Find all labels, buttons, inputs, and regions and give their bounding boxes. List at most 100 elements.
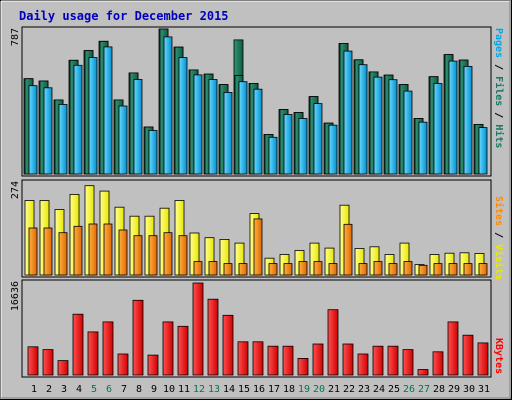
kbytes-bar (357, 353, 369, 376)
sites-bar (103, 223, 113, 276)
day-label: 19 (298, 384, 310, 395)
kbytes-bar (312, 343, 324, 376)
day-label: 15 (238, 384, 250, 395)
pages-bar (433, 83, 443, 175)
pages-bar (148, 130, 158, 175)
pages-bar (103, 46, 113, 175)
kbytes-bar (252, 341, 264, 376)
sites-bar (373, 261, 383, 276)
kbytes-bar (447, 321, 459, 376)
pages-bar (43, 87, 53, 175)
kbytes-bar (282, 345, 294, 376)
sites-bar (313, 261, 323, 276)
legend-visits: Visits (493, 244, 505, 280)
pages-bar (478, 127, 488, 175)
sites-bar (388, 263, 398, 276)
pages-bar (448, 60, 458, 175)
sites-bar (298, 261, 308, 276)
sites-bar (208, 261, 218, 276)
sites-bar (223, 263, 233, 276)
pages-bar (418, 121, 428, 175)
sites-bar (283, 263, 293, 276)
sites-bar (433, 263, 443, 276)
kbytes-bar (87, 331, 99, 376)
pages-bar (223, 92, 233, 175)
pages-bar (358, 64, 368, 175)
day-label: 23 (358, 384, 370, 395)
sites-bar (418, 264, 428, 276)
kbytes-bar (342, 343, 354, 376)
kbytes-bar (432, 351, 444, 376)
visits-max-label: 274 (10, 181, 21, 199)
legend-sites: Sites (493, 196, 505, 226)
pages-bar (178, 57, 188, 175)
kbytes-max-label: 16636 (10, 281, 21, 311)
day-label: 24 (373, 384, 385, 395)
sites-bar (343, 223, 353, 276)
pages-bar (58, 104, 68, 175)
pages-bar (283, 114, 293, 175)
day-label: 16 (253, 384, 265, 395)
kbytes-bar (42, 349, 54, 376)
day-label: 22 (343, 384, 355, 395)
pages-bar (133, 79, 143, 175)
kbytes-bar (147, 354, 159, 376)
kbytes-bar (477, 342, 489, 376)
kbytes-bar (327, 309, 339, 376)
legend-visits-panel: Sites / Visits (493, 196, 505, 280)
day-label: 2 (46, 384, 52, 395)
pages-bar (388, 79, 398, 175)
sites-bar (43, 227, 53, 276)
sites-bar (148, 235, 158, 276)
day-label: 9 (151, 384, 157, 395)
kbytes-bar (207, 298, 219, 376)
sites-bar (178, 235, 188, 276)
day-label: 13 (208, 384, 220, 395)
day-label: 20 (313, 384, 325, 395)
sites-bar (163, 232, 173, 276)
pages-bar (298, 118, 308, 175)
kbytes-bar (402, 349, 414, 376)
kbytes-bar (102, 321, 114, 376)
sites-bar (268, 263, 278, 276)
day-label: 10 (163, 384, 175, 395)
day-label: 4 (76, 384, 82, 395)
legend-separator: / (493, 58, 504, 76)
sites-bar (463, 263, 473, 276)
sites-bar (448, 263, 458, 276)
day-label: 1 (31, 384, 37, 395)
pages-bar (373, 76, 383, 175)
sites-bar (58, 232, 68, 276)
day-label: 26 (403, 384, 415, 395)
pages-bar (118, 105, 128, 175)
pages-bar (343, 50, 353, 175)
kbytes-bar (297, 357, 309, 376)
kbytes-bar (117, 353, 129, 376)
legend-separator: / (493, 226, 504, 244)
sites-bar (253, 218, 263, 276)
kbytes-bar (192, 282, 204, 376)
kbytes-bar (162, 321, 174, 376)
pages-bar (208, 79, 218, 175)
kbytes-bar (267, 345, 279, 376)
day-label: 6 (106, 384, 112, 395)
kbytes-bar (222, 314, 234, 376)
day-label: 31 (478, 384, 490, 395)
sites-bar (328, 263, 338, 276)
pages-bar (193, 74, 203, 175)
day-label: 29 (448, 384, 460, 395)
legend-separator: / (493, 106, 504, 124)
day-label: 21 (328, 384, 340, 395)
sites-bar (478, 263, 488, 276)
pages-bar (328, 124, 338, 175)
kbytes-bar (387, 345, 399, 376)
kbytes-bar (237, 341, 249, 376)
sites-bar (28, 227, 38, 276)
hits-max-label: 787 (10, 28, 21, 46)
sites-bar (193, 261, 203, 276)
legend-hits: Hits (493, 124, 505, 148)
day-label: 17 (268, 384, 280, 395)
pages-bar (73, 64, 83, 175)
legend-files: Files (493, 76, 505, 106)
sites-bar (118, 229, 128, 276)
